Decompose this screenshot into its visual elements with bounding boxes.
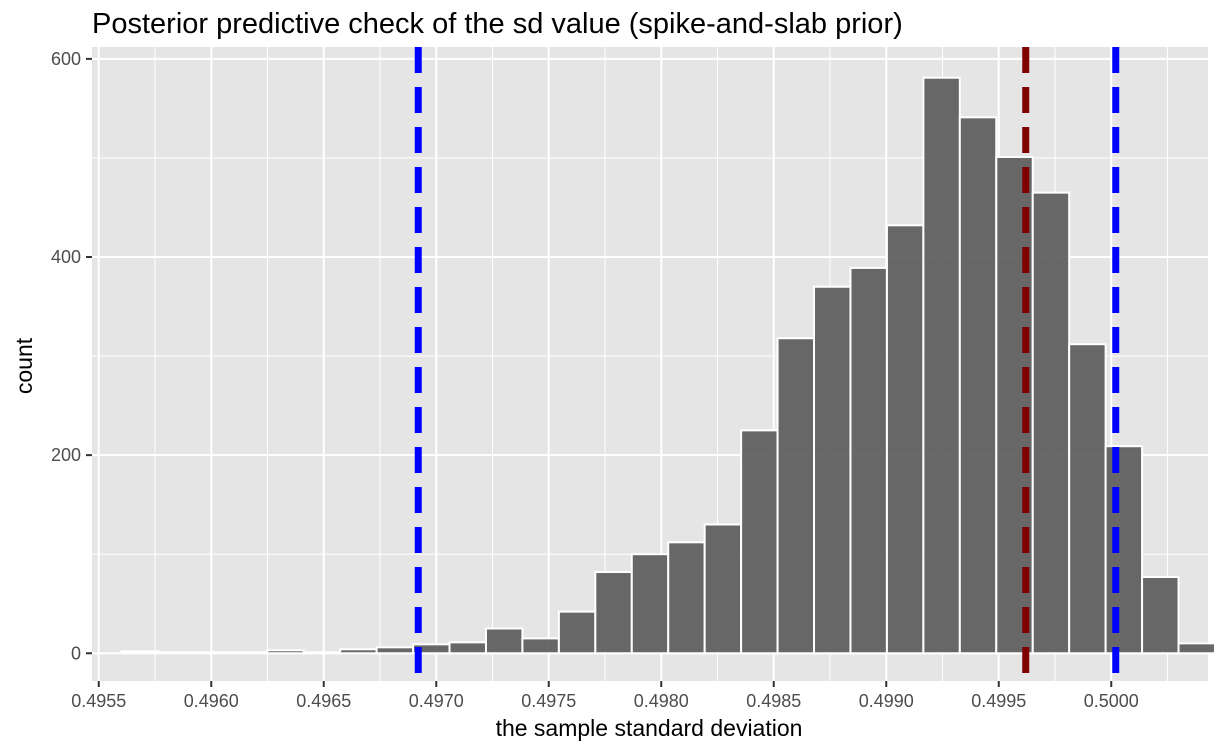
histogram-bar: [229, 651, 269, 655]
histogram-bar: [922, 76, 961, 655]
histogram-bar: [958, 116, 998, 655]
x-tick-label: 0.4980: [634, 691, 689, 711]
histogram-bar: [521, 637, 560, 655]
histogram-bar: [1104, 445, 1144, 655]
axes: 0.4955 0.4960 0.4965 0.4970 0.4975 0.4980 0.49…: [51, 49, 1139, 711]
x-tick-label: 0.4955: [71, 691, 126, 711]
histogram-bar: [667, 541, 706, 655]
histogram-bar: [375, 646, 415, 655]
histogram-bar: [266, 649, 305, 655]
y-tick-label: 400: [51, 247, 81, 267]
histogram-bar: [885, 224, 925, 655]
histogram-bar: [339, 648, 378, 655]
histogram-bar: [813, 285, 852, 655]
histogram-bar: [1068, 343, 1107, 655]
histogram-bar: [557, 610, 597, 655]
x-axis-title: the sample standard deviation: [496, 715, 803, 741]
x-tick-label: 0.4965: [296, 691, 351, 711]
histogram-bar: [484, 627, 524, 655]
histogram-bar: [1141, 575, 1180, 655]
histogram-bar: [1031, 191, 1071, 655]
histogram-bar: [120, 650, 159, 655]
histogram-bar: [776, 337, 816, 655]
x-tick-label: 0.5000: [1084, 691, 1139, 711]
histogram-bar: [630, 553, 670, 655]
histogram-bar: [594, 571, 633, 655]
histogram-bar: [740, 429, 779, 655]
y-tick-label: 600: [51, 49, 81, 69]
histogram-bar: [156, 651, 196, 655]
y-axis-title: count: [11, 337, 37, 394]
histogram-bar: [703, 523, 743, 655]
histogram-bar: [302, 651, 342, 655]
x-tick-label: 0.4995: [971, 691, 1026, 711]
histogram-bar: [1177, 642, 1216, 655]
x-tick-label: 0.4975: [521, 691, 576, 711]
x-tick-label: 0.4960: [184, 691, 239, 711]
y-tick-label: 0: [71, 643, 81, 663]
histogram-bar: [448, 641, 487, 655]
x-tick-label: 0.4970: [409, 691, 464, 711]
histogram-bars: [120, 76, 1216, 655]
x-tick-label: 0.4990: [859, 691, 914, 711]
histogram-bar: [849, 266, 888, 655]
x-tick-label: 0.4985: [746, 691, 801, 711]
chart-title: Posterior predictive check of the sd val…: [92, 8, 903, 40]
histogram-bar: [193, 651, 232, 655]
reference-lines: [414, 47, 1120, 681]
y-tick-label: 200: [51, 445, 81, 465]
